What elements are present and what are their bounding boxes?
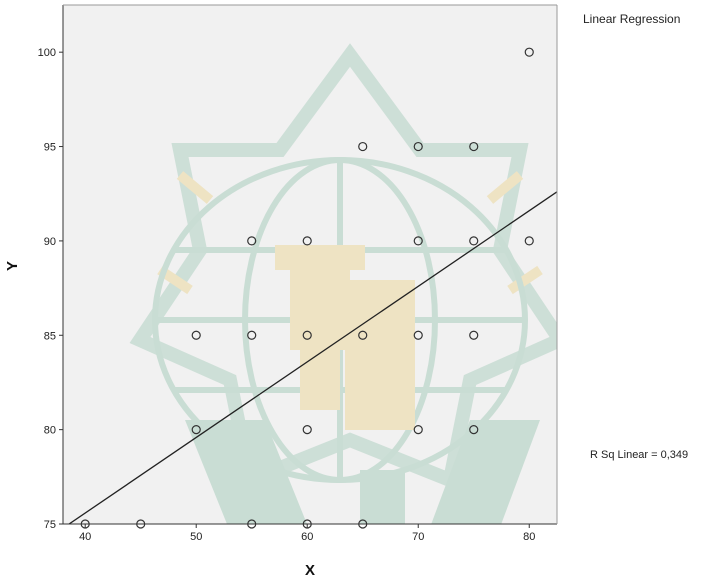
data-point (358, 330, 368, 340)
data-point (469, 330, 479, 340)
data-point (524, 47, 534, 57)
data-point (247, 330, 257, 340)
data-point (413, 330, 423, 340)
y-tick-label: 75 (44, 519, 56, 531)
data-point (191, 425, 201, 435)
x-tick-label: 80 (523, 531, 535, 543)
data-point (413, 425, 423, 435)
x-tick-label: 40 (79, 531, 91, 543)
x-tick-label: 50 (190, 531, 202, 543)
data-point (469, 141, 479, 152)
watermark-logo (129, 43, 557, 524)
data-point (302, 425, 312, 435)
data-point (247, 236, 257, 246)
x-tick-label: 60 (301, 531, 313, 543)
data-point (358, 141, 368, 152)
y-tick-label: 90 (44, 236, 56, 248)
y-tick-label: 85 (44, 330, 56, 342)
y-tick-label: 80 (44, 425, 56, 437)
x-axis-title: X (305, 562, 315, 579)
data-point (413, 236, 423, 246)
data-point (524, 236, 534, 246)
data-point (191, 330, 201, 340)
data-point (469, 236, 479, 246)
r-squared-annotation: R Sq Linear = 0,349 (590, 449, 688, 461)
x-tick-label: 70 (412, 531, 424, 543)
legend-title: Linear Regression (583, 12, 680, 26)
data-point (413, 141, 423, 152)
y-tick-label: 100 (38, 47, 56, 59)
data-point (469, 425, 479, 435)
data-point (302, 236, 312, 246)
regression-line (67, 191, 557, 524)
data-point (302, 330, 312, 340)
y-axis-title: Y (4, 261, 21, 271)
y-tick-label: 95 (44, 142, 56, 154)
